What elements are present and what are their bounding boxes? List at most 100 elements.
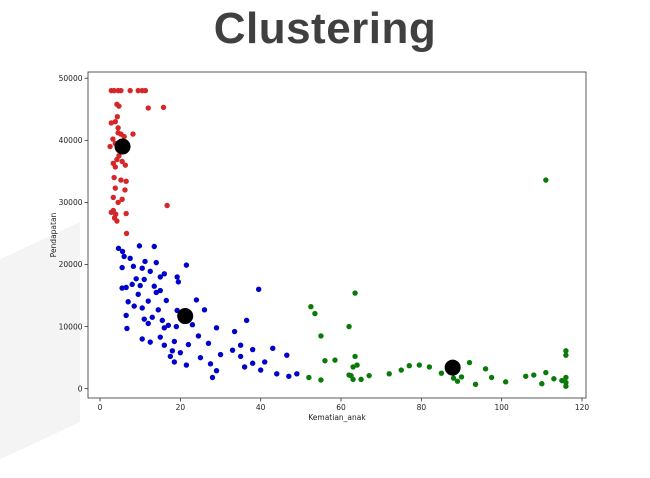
point-cluster-1-36	[201, 307, 208, 313]
x-tick-label-5: 100	[494, 403, 509, 412]
point-cluster-1-51	[157, 334, 163, 340]
point-cluster-2-24	[450, 375, 457, 381]
point-cluster-2-29	[482, 366, 489, 372]
point-cluster-1-61	[177, 349, 184, 356]
point-cluster-2-28	[472, 381, 479, 388]
point-cluster-0-35	[112, 185, 119, 191]
point-cluster-1-22	[119, 285, 125, 291]
point-cluster-1-67	[217, 351, 224, 358]
point-cluster-1-76	[274, 371, 280, 377]
point-cluster-1-9	[119, 264, 125, 271]
point-cluster-0-14	[108, 120, 114, 126]
point-cluster-0-19	[130, 131, 136, 137]
point-cluster-1-49	[213, 325, 220, 331]
point-cluster-2-32	[531, 372, 537, 378]
point-cluster-1-62	[229, 347, 236, 353]
point-cluster-0-40	[164, 202, 170, 209]
point-cluster-1-12	[147, 268, 153, 275]
point-cluster-2-36	[563, 352, 569, 358]
point-cluster-0-1	[111, 87, 117, 94]
point-cluster-2-11	[354, 362, 360, 368]
y-axis: 0 10000 20000 30000 40000 50000	[59, 74, 88, 393]
point-cluster-1-64	[270, 345, 276, 352]
point-cluster-0-38	[119, 196, 125, 202]
point-cluster-1-43	[145, 320, 151, 327]
point-cluster-0-9	[116, 103, 122, 109]
point-cluster-1-60	[169, 348, 176, 354]
cluster-centroids	[114, 138, 461, 376]
point-cluster-1-66	[197, 354, 204, 361]
y-tick-label-5: 50000	[59, 74, 83, 83]
point-cluster-1-31	[255, 286, 262, 293]
point-cluster-2-21	[416, 362, 423, 368]
point-cluster-2-9	[366, 372, 372, 379]
point-cluster-2-41	[559, 377, 565, 384]
point-cluster-0-32	[111, 174, 117, 181]
point-cluster-2-0	[543, 177, 549, 183]
point-cluster-0-4	[127, 87, 133, 94]
point-cluster-0-11	[160, 104, 167, 111]
point-cluster-1-27	[125, 299, 131, 305]
point-cluster-2-1	[352, 290, 358, 296]
point-cluster-1-72	[262, 359, 268, 365]
point-cluster-1-2	[151, 243, 157, 250]
point-cluster-1-57	[205, 340, 212, 347]
point-cluster-1-69	[171, 359, 178, 365]
point-cluster-1-48	[124, 325, 130, 332]
point-cluster-1-58	[237, 342, 244, 348]
point-cluster-1-24	[157, 287, 163, 294]
point-cluster-0-7	[142, 87, 149, 94]
point-cluster-1-29	[163, 297, 170, 304]
x-tick-label-4: 80	[417, 403, 427, 412]
point-cluster-1-1	[136, 243, 143, 249]
point-cluster-1-71	[249, 360, 256, 366]
point-cluster-1-10	[130, 263, 137, 270]
point-cluster-1-11	[139, 265, 145, 271]
point-cluster-1-5	[127, 255, 133, 261]
y-tick-label-2: 20000	[59, 260, 83, 269]
point-cluster-0-47	[123, 230, 130, 237]
point-cluster-1-33	[139, 305, 145, 311]
plot-area	[87, 71, 587, 399]
x-axis: 0 20 40 60 80 100 120	[98, 398, 589, 412]
point-cluster-2-4	[346, 323, 352, 330]
point-cluster-2-27	[466, 359, 473, 366]
point-cluster-0-22	[107, 143, 113, 150]
point-cluster-1-65	[167, 353, 174, 360]
point-cluster-0-15	[115, 125, 121, 131]
point-cluster-1-78	[213, 367, 220, 374]
point-cluster-2-10	[350, 364, 356, 370]
x-tick-label-0: 0	[98, 403, 103, 412]
y-tick-label-1: 10000	[59, 322, 83, 331]
point-cluster-2-20	[406, 363, 412, 369]
point-cluster-2-42	[523, 373, 529, 379]
point-cluster-1-54	[171, 338, 178, 345]
point-cluster-2-25	[454, 378, 461, 384]
point-cluster-0-33	[118, 177, 124, 183]
point-cluster-1-8	[183, 262, 190, 268]
point-cluster-1-15	[157, 274, 163, 280]
point-cluster-1-55	[147, 339, 153, 345]
point-cluster-0-12	[114, 114, 121, 120]
point-cluster-0-10	[145, 105, 151, 111]
x-axis-label: Kematian_anak	[308, 413, 366, 422]
point-cluster-0-46	[114, 218, 120, 224]
centroid-0	[114, 138, 131, 155]
point-cluster-1-34	[155, 307, 161, 313]
y-axis-label: Pendapatan	[49, 212, 58, 257]
point-cluster-2-31	[502, 379, 509, 385]
point-cluster-1-53	[195, 333, 202, 339]
point-cluster-1-79	[286, 373, 292, 379]
point-cluster-0-39	[115, 199, 121, 206]
point-cluster-2-6	[322, 358, 328, 364]
point-cluster-2-15	[318, 377, 324, 383]
x-tick-label-2: 40	[256, 403, 266, 412]
point-cluster-1-70	[207, 361, 214, 367]
point-cluster-2-19	[398, 367, 404, 373]
point-cluster-2-13	[350, 376, 356, 383]
point-cluster-1-42	[243, 317, 250, 324]
point-cluster-2-30	[488, 374, 495, 381]
point-cluster-0-37	[110, 194, 117, 201]
point-cluster-0-28	[119, 158, 125, 165]
point-cluster-2-34	[551, 376, 557, 382]
